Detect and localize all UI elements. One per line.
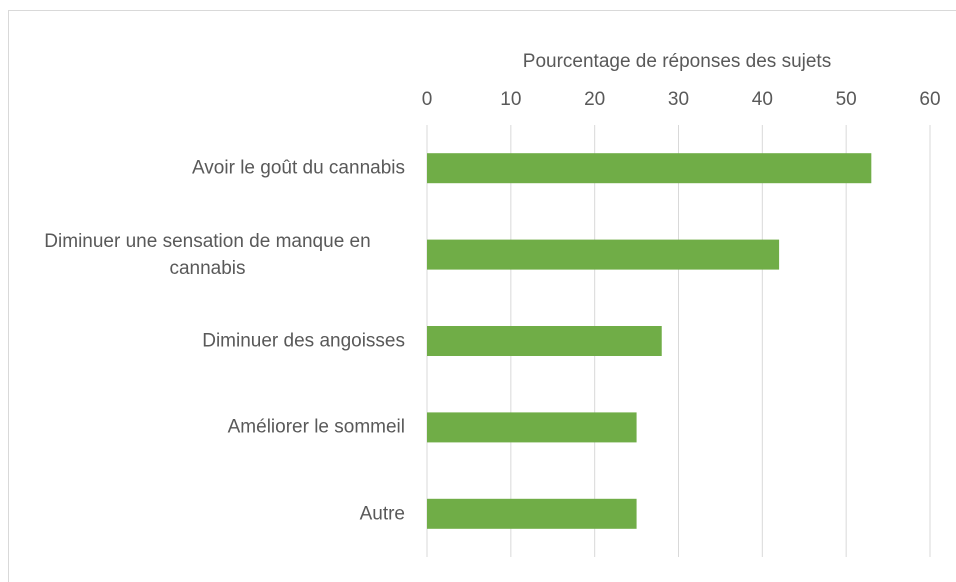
bar — [427, 326, 662, 356]
y-tick-label: Améliorer le sommeil — [227, 416, 405, 438]
y-tick-label-box: Autre — [5, 500, 405, 527]
x-tick-label: 20 — [584, 89, 605, 110]
bar — [427, 412, 637, 443]
x-axis-title: Pourcentage de réponses des sujets — [523, 51, 831, 72]
y-tick-label: Diminuer des angoisses — [202, 330, 405, 352]
y-tick-label: Autre — [359, 503, 405, 525]
chart-border — [8, 10, 956, 582]
y-tick-label-box: Avoir le goût du cannabis — [5, 155, 405, 182]
bar — [427, 239, 780, 270]
x-tick-label: 50 — [836, 89, 857, 110]
y-tick-label-box: Diminuer une sensation de manque en cann… — [5, 228, 405, 282]
bar — [427, 498, 637, 529]
x-tick-label: 0 — [422, 89, 433, 110]
bar — [427, 153, 872, 184]
x-tick-label: 60 — [919, 89, 940, 110]
x-tick-label: 10 — [500, 89, 521, 110]
y-tick-label: Diminuer une sensation de manque en cann… — [44, 230, 371, 279]
y-tick-label-box: Améliorer le sommeil — [5, 414, 405, 441]
x-tick-label: 30 — [668, 89, 689, 110]
x-tick-label: 40 — [752, 89, 773, 110]
y-tick-label: Avoir le goût du cannabis — [191, 157, 405, 179]
y-tick-label-box: Diminuer des angoisses — [5, 328, 405, 355]
